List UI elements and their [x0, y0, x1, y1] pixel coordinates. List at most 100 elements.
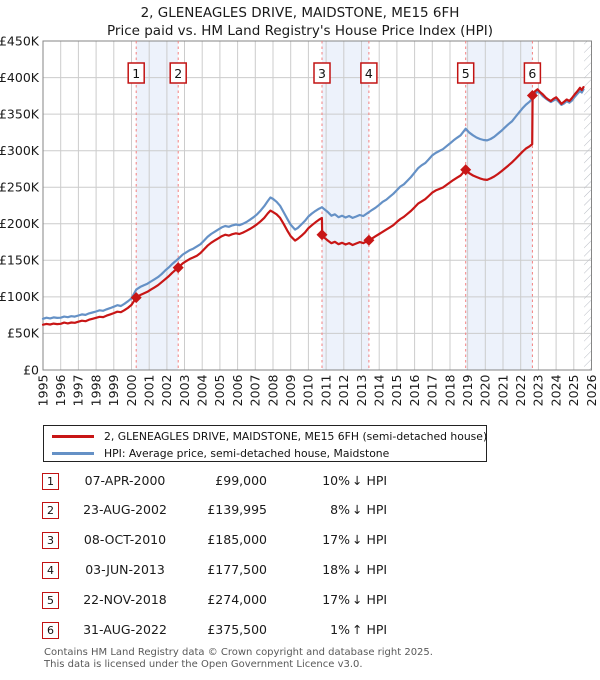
sale-price: £274,000	[207, 592, 267, 608]
legend-item-hpi: HPI: Average price, semi-detached house,…	[44, 444, 486, 462]
y-tick-label: £200K	[0, 216, 40, 231]
sale-hpi-ref: ↓ HPI	[352, 592, 388, 608]
sale-date: 31-AUG-2022	[83, 622, 167, 637]
sale-number-label: 4	[365, 66, 373, 81]
sale-row: 3 08-OCT-2010 £185,000 17% ↓ HPI	[0, 532, 600, 552]
legend-label-price: 2, GLENEAGLES DRIVE, MAIDSTONE, ME15 6FH…	[104, 429, 488, 443]
sale-number-label: 2	[174, 66, 182, 81]
sale-marker-diamond	[460, 164, 472, 176]
x-tick-label: 1995	[35, 375, 50, 407]
sale-marker-diamond	[363, 234, 375, 246]
sale-row-number: 1	[42, 472, 59, 490]
sale-number-label: 5	[462, 66, 470, 81]
no-data-hatch	[584, 41, 592, 370]
x-tick-label: 2009	[283, 374, 298, 406]
sale-marker-diamond	[130, 292, 142, 304]
sale-hpi-percent: 17%	[322, 532, 350, 548]
sale-hpi-percent: 1%	[330, 622, 350, 637]
legend: 2, GLENEAGLES DRIVE, MAIDSTONE, ME15 6FH…	[43, 425, 487, 462]
sale-price: £375,500	[207, 622, 267, 637]
x-tick-label: 2003	[177, 375, 192, 407]
x-tick-label: 2017	[425, 375, 440, 407]
sale-number-box	[127, 62, 145, 84]
sale-row: 5 22-NOV-2018 £274,000 17% ↓ HPI	[0, 592, 600, 612]
sale-marker-diamond	[316, 229, 328, 241]
x-tick-label: 2026	[584, 374, 599, 406]
y-tick-label: £150K	[0, 253, 40, 268]
sale-row: 4 03-JUN-2013 £177,500 18% ↓ HPI	[0, 562, 600, 582]
sale-number-label: 6	[528, 66, 536, 81]
ownership-band	[465, 41, 533, 370]
sale-price: £185,000	[207, 532, 267, 548]
x-tick-label: 2014	[372, 374, 387, 406]
x-tick-label: 2000	[124, 374, 139, 406]
sale-marker-diamond	[526, 90, 538, 101]
sale-row-number: 3	[42, 532, 59, 550]
sale-date: 22-NOV-2018	[83, 592, 167, 608]
x-tick-label: 1996	[53, 374, 68, 406]
x-tick-label: 2021	[495, 375, 510, 407]
x-tick-label: 2010	[301, 374, 316, 406]
sale-date: 03-JUN-2013	[85, 562, 165, 578]
x-tick-label: 2024	[548, 374, 563, 406]
page-title: 2, GLENEAGLES DRIVE, MAIDSTONE, ME15 6FH	[140, 5, 460, 21]
sale-hpi-ref: ↑ HPI	[352, 622, 388, 637]
sale-number-box	[523, 62, 542, 84]
x-tick-label: 2018	[442, 374, 457, 406]
sale-hpi-ref: ↓ HPI	[352, 532, 388, 548]
plot-border	[42, 40, 592, 371]
sale-date: 23-AUG-2002	[83, 502, 167, 518]
y-tick-label: £450K	[0, 33, 40, 48]
sale-hpi-ref: ↓ HPI	[352, 502, 388, 518]
sale-row: 6 31-AUG-2022 £375,500 1% ↑ HPI	[0, 622, 600, 642]
sale-row-number: 5	[42, 592, 59, 610]
footer-copyright: Contains HM Land Registry data © Crown c…	[44, 647, 433, 658]
x-tick-label: 2005	[212, 375, 227, 407]
page-subtitle: Price paid vs. HM Land Registry's House …	[107, 23, 493, 39]
footer-licence: This data is licensed under the Open Gov…	[44, 658, 363, 670]
y-tick-label: £350K	[0, 106, 40, 121]
ownership-band	[136, 41, 179, 370]
y-tick-label: £50K	[7, 326, 40, 341]
x-tick-label: 2023	[531, 375, 546, 407]
sale-number-box	[360, 62, 378, 84]
sale-number-box	[456, 62, 475, 84]
legend-item-price: 2, GLENEAGLES DRIVE, MAIDSTONE, ME15 6FH…	[44, 427, 488, 445]
y-tick-label: £0	[23, 362, 39, 377]
sale-price: £139,995	[207, 502, 267, 518]
y-tick-label: £300K	[0, 143, 40, 158]
hpi-line-swatch	[52, 451, 94, 455]
x-tick-label: 2008	[265, 374, 280, 406]
price-line-swatch	[52, 434, 94, 438]
y-tick-label: £100K	[0, 289, 40, 304]
x-tick-label: 2022	[513, 375, 528, 407]
sale-number-label: 3	[318, 66, 326, 81]
x-tick-label: 1998	[88, 374, 103, 406]
x-tick-label: 2004	[195, 374, 210, 406]
x-tick-label: 2012	[336, 375, 351, 407]
hpi-series-line	[41, 88, 585, 320]
sale-row-number: 2	[42, 502, 59, 520]
x-tick-label: 1999	[106, 374, 121, 406]
x-tick-label: 2025	[566, 375, 581, 407]
sale-marker-diamond	[172, 262, 184, 274]
sale-number-label: 1	[132, 66, 140, 81]
sale-row: 1 07-APR-2000 £99,000 10% ↓ HPI	[0, 472, 600, 493]
x-tick-label: 2001	[142, 375, 157, 407]
x-tick-label: 2015	[389, 375, 404, 407]
x-tick-label: 2016	[407, 374, 422, 406]
x-tick-label: 2006	[230, 374, 245, 406]
y-tick-label: £250K	[0, 180, 40, 195]
y-tick-label: £400K	[0, 70, 40, 85]
x-tick-label: 2013	[354, 375, 369, 407]
sale-hpi-percent: 18%	[322, 562, 350, 578]
x-tick-label: 2020	[478, 374, 493, 406]
sale-price: £99,000	[215, 472, 267, 488]
sale-hpi-percent: 10%	[322, 472, 350, 488]
sale-row-number: 4	[42, 562, 59, 580]
x-tick-label: 1997	[71, 375, 86, 407]
sale-date: 08-OCT-2010	[83, 532, 167, 548]
sale-row-number: 6	[42, 622, 59, 639]
price-chart: 1 2 3 4 5 6 £0 £50K £100K £150K £200K £250K £300K £35…	[0, 33, 599, 407]
